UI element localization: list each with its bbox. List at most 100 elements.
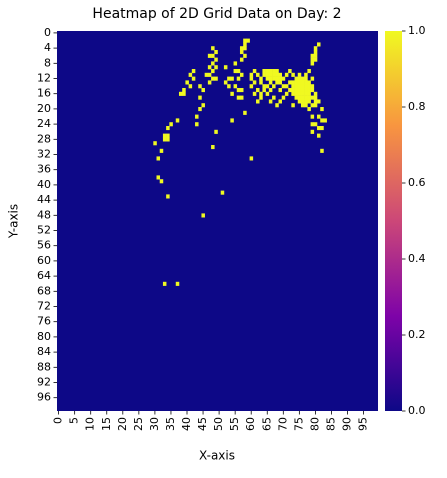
heatmap-cell (307, 91, 311, 96)
heatmap-cell (272, 72, 276, 77)
heatmap-cell (313, 91, 318, 96)
heatmap-cell (259, 80, 263, 85)
heatmap-cell (317, 126, 321, 131)
heatmap-cell (214, 129, 218, 134)
heatmap-cell (323, 118, 327, 123)
heatmap-cell (300, 76, 305, 81)
heatmap-cell (275, 72, 279, 77)
heatmap-cell (211, 61, 215, 66)
heatmap-cell (313, 103, 318, 108)
heatmap-cell (268, 69, 273, 74)
heatmap-cell (214, 76, 218, 81)
y-tick-label: 40 (37, 178, 51, 191)
heatmap-cell (162, 281, 167, 286)
heatmap-cell (313, 50, 318, 55)
heatmap-cell (259, 91, 263, 96)
heatmap-cell (291, 88, 295, 93)
heatmap-cell (320, 148, 324, 153)
heatmap-cell (294, 84, 299, 89)
heatmap-cell (310, 84, 315, 89)
colorbar-tick-label: 0.2 (408, 328, 426, 341)
heatmap-cell (272, 95, 276, 100)
heatmap-cell (291, 91, 295, 96)
heatmap-cell (307, 69, 311, 74)
heatmap-cell (249, 76, 254, 81)
heatmap-cell (310, 76, 315, 81)
heatmap-cell (320, 107, 324, 112)
heatmap-cell (317, 114, 321, 119)
x-tick-label: 30 (148, 417, 161, 431)
y-axis-label: Y-axis (7, 204, 21, 239)
heatmap-cell (201, 213, 205, 218)
colorbar-tick-label: 0.8 (408, 100, 426, 113)
x-tick-label: 45 (196, 417, 209, 431)
heatmap-cell (304, 76, 308, 81)
heatmap-cell (166, 133, 170, 138)
heatmap-cell (211, 145, 215, 150)
y-tick-label: 8 (44, 56, 51, 69)
heatmap-cell (211, 69, 215, 74)
y-tick-label: 48 (37, 208, 51, 221)
y-tick-label: 44 (37, 193, 51, 206)
heatmap-cell (297, 84, 302, 89)
heatmap-cell (243, 38, 247, 43)
heatmap-cell (214, 57, 218, 62)
heatmap-cell (198, 95, 202, 100)
y-tick-label: 80 (37, 330, 51, 343)
y-tick-label: 60 (37, 254, 51, 267)
heatmap-cell (239, 46, 244, 51)
heatmap-cell (304, 84, 308, 89)
heatmap-cell (265, 91, 270, 96)
y-tick-label: 32 (37, 148, 51, 161)
heatmap-cell (230, 118, 234, 123)
y-tick-label: 0 (44, 26, 51, 39)
heatmap-cell (320, 118, 324, 123)
heatmap-cell (300, 95, 305, 100)
heatmap-cell (188, 72, 193, 77)
heatmap-cell (304, 91, 308, 96)
y-tick-label: 24 (37, 117, 51, 130)
heatmap-cell (288, 88, 292, 93)
chart-title: Heatmap of 2D Grid Data on Day: 2 (92, 6, 341, 22)
heatmap-cell (310, 114, 315, 119)
heatmap-cell (249, 156, 254, 161)
heatmap-cell (262, 69, 266, 74)
heatmap-cell (278, 80, 282, 85)
heatmap-cell (275, 80, 279, 85)
heatmap-cell (239, 50, 244, 55)
y-tick-label: 4 (44, 41, 51, 54)
heatmap-cell (220, 190, 225, 195)
heatmap-cell (304, 72, 308, 77)
heatmap-cell (297, 88, 302, 93)
heatmap-cell (307, 88, 311, 93)
x-tick-label: 65 (260, 417, 273, 431)
y-tick-label: 92 (37, 376, 51, 389)
x-tick-label: 35 (164, 417, 177, 431)
heatmap-cell (243, 53, 247, 58)
colorbar-tick-label: 0.0 (408, 404, 426, 417)
heatmap-cell (304, 103, 308, 108)
heatmap-cell (268, 80, 273, 85)
heatmap-cell (294, 80, 299, 85)
heatmap-cell (268, 88, 273, 93)
heatmap-cell (310, 95, 315, 100)
heatmap-cell (162, 137, 167, 142)
heatmap-cell (265, 72, 270, 77)
heatmap-cell (275, 103, 279, 108)
x-tick-label: 40 (180, 417, 193, 431)
heatmap-cell (262, 72, 266, 77)
heatmap-cell (191, 69, 196, 74)
heatmap-cell (281, 95, 286, 100)
heatmap-cell (214, 65, 218, 70)
heatmap-cell (313, 57, 318, 62)
heatmap-cell (159, 148, 164, 153)
heatmap-cell (223, 65, 228, 70)
heatmap-cell (300, 103, 305, 108)
heatmap-cell (310, 57, 315, 62)
heatmap-cell (284, 91, 289, 96)
x-tick-label: 0 (52, 417, 65, 424)
x-tick-label: 90 (341, 417, 354, 431)
heatmap-cell (307, 107, 311, 112)
heatmap-cell (156, 175, 161, 180)
